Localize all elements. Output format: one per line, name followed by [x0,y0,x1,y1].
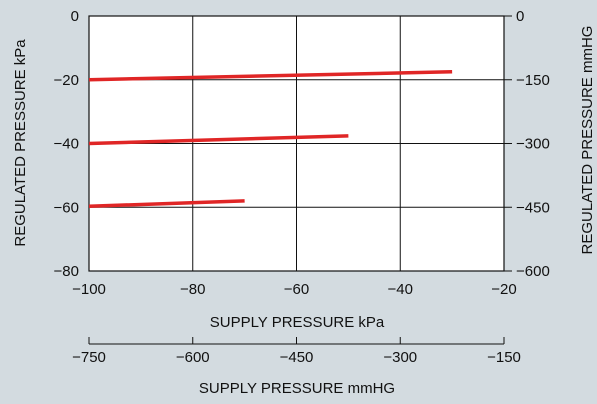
x-tick-label: −100 [72,281,106,298]
x-axis-title: SUPPLY PRESSURE kPa [210,314,385,331]
y-tick-label: −20 [54,72,79,89]
secondary-x-axis: −750 −600 −450 −300 −150 [72,337,521,366]
y-tick-label: 0 [71,8,79,25]
y-tick-label: −60 [54,199,79,216]
y-secondary-tick-label: −600 [516,263,550,280]
series-group [88,70,453,209]
x-secondary-tick-label: −450 [280,349,314,366]
y-secondary-tick-label: −150 [516,72,550,89]
x-secondary-tick-label: −600 [176,349,210,366]
y-axis-title: REGULATED PRESSURE kPa [12,39,29,247]
x-tick-label: −40 [388,281,413,298]
x-secondary-tick-label: −750 [72,349,106,366]
series-line [88,134,349,146]
x-tick-label: −80 [180,281,205,298]
x-tick-label: −60 [284,281,309,298]
series-line [88,199,245,209]
y-secondary-tick-label: −450 [516,199,550,216]
y-tick-label: −40 [54,136,79,153]
series-line [88,70,453,82]
x-secondary-axis-title: SUPPLY PRESSURE mmHG [199,380,395,397]
y-tick-label: −80 [54,263,79,280]
tick-labels: −100 −80 −60 −40 −200 0−20 −150−40 −300−60 −450−… [54,8,550,298]
y-secondary-tick-label: −300 [516,136,550,153]
x-tick-label: −20 [491,281,516,298]
y-secondary-tick-label: 0 [516,8,524,25]
x-secondary-tick-label: −300 [383,349,417,366]
x-secondary-tick-label: −150 [487,349,521,366]
y-secondary-axis-title: REGULATED PRESSURE mmHG [579,26,596,255]
